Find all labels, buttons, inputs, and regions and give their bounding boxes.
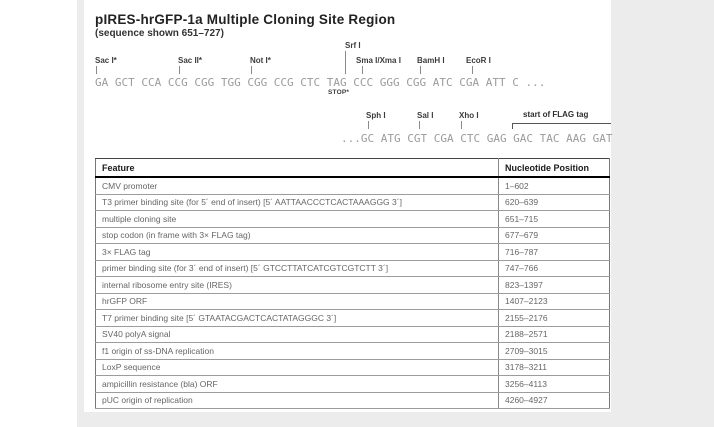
site-tick-bamh1 — [420, 66, 421, 74]
feature-table: Feature Nucleotide Position CMV promoter… — [95, 158, 610, 409]
position-cell: 2709–3015 — [498, 342, 610, 360]
position-cell: 1–602 — [498, 177, 610, 195]
feature-cell: LoxP sequence — [95, 359, 499, 376]
site-tick-sac1 — [96, 66, 97, 74]
table-row: LoxP sequence 3178–3211 — [95, 359, 610, 376]
site-tick-sph1 — [368, 121, 369, 129]
feature-cell: T3 primer binding site (for 5´ end of in… — [95, 194, 499, 211]
restriction-site-label-ecor1: EcoR I — [466, 56, 491, 65]
document-page: pIRES-hrGFP-1a Multiple Cloning Site Reg… — [84, 0, 613, 412]
restriction-site-label-sac2: Sac II* — [178, 56, 203, 65]
table-row: stop codon (in frame with 3× FLAG tag) 67… — [95, 227, 610, 244]
site-tick-sal1 — [419, 121, 420, 129]
sequence-line-1: GA GCT CCA CCG CGG TGG CGG CCG CTC TAG C… — [95, 76, 546, 89]
feature-cell: primer binding site (for 3´ end of inser… — [95, 260, 499, 277]
position-cell: 2155–2176 — [498, 309, 610, 327]
position-cell: 716–787 — [498, 243, 610, 261]
position-column-header: Nucleotide Position — [498, 158, 610, 178]
feature-cell: f1 origin of ss-DNA replication — [95, 342, 499, 360]
feature-cell: SV40 polyA signal — [95, 326, 499, 343]
flag-tag-bracket — [512, 123, 611, 129]
feature-cell: 3× FLAG tag — [95, 243, 499, 261]
table-row: T7 primer binding site [5´ GTAATACGACTCA… — [95, 309, 610, 327]
feature-cell: CMV promoter — [95, 177, 499, 195]
table-row: T3 primer binding site (for 5´ end of in… — [95, 194, 610, 211]
flag-tag-label: start of FLAG tag — [523, 110, 589, 119]
table-row: ampicillin resistance (bla) ORF 3256–4113 — [95, 375, 610, 393]
restriction-site-label-xho1: Xho I — [459, 111, 479, 120]
feature-cell: T7 primer binding site [5´ GTAATACGACTCA… — [95, 309, 499, 327]
site-tick-ecor1 — [472, 66, 473, 74]
position-cell: 4260–4927 — [498, 392, 610, 409]
feature-cell: pUC origin of replication — [95, 392, 499, 409]
restriction-site-label-not1: Not I* — [250, 56, 271, 65]
page-title: pIRES-hrGFP-1a Multiple Cloning Site Reg… — [95, 12, 396, 27]
position-cell: 651–715 — [498, 210, 610, 228]
table-row: hrGFP ORF 1407–2123 — [95, 293, 610, 310]
position-cell: 3178–3211 — [498, 359, 610, 376]
table-row: CMV promoter 1–602 — [95, 177, 610, 195]
position-cell: 620–639 — [498, 194, 610, 211]
page-subtitle: (sequence shown 651–727) — [95, 28, 224, 39]
table-body: CMV promoter 1–602 T3 primer binding site … — [95, 177, 610, 409]
restriction-site-label-sal1: Sal I — [417, 111, 434, 120]
feature-cell: internal ribosome entry site (IRES) — [95, 276, 499, 294]
position-cell: 823–1397 — [498, 276, 610, 294]
site-tick-not1 — [251, 66, 252, 74]
table-row: SV40 polyA signal 2188–2571 — [95, 326, 610, 343]
stop-codon-label: STOP* — [328, 89, 350, 96]
restriction-site-label-srf1: Srf I — [345, 41, 361, 50]
site-tick-xho1 — [461, 121, 462, 129]
feature-column-header: Feature — [95, 158, 499, 178]
site-tick-sac2 — [179, 66, 180, 74]
table-header-row: Feature Nucleotide Position — [95, 158, 610, 178]
feature-cell: ampicillin resistance (bla) ORF — [95, 375, 499, 393]
position-cell: 747–766 — [498, 260, 610, 277]
position-cell: 677–679 — [498, 227, 610, 244]
site-tick-sma-xma — [362, 66, 363, 74]
table-row: primer binding site (for 3´ end of inser… — [95, 260, 610, 277]
table-row: multiple cloning site 651–715 — [95, 210, 610, 228]
restriction-site-label-sph1: Sph I — [366, 111, 386, 120]
restriction-site-label-sac1: Sac I* — [95, 56, 117, 65]
table-row: internal ribosome entry site (IRES) 823–1… — [95, 276, 610, 294]
table-row: f1 origin of ss-DNA replication 2709–3015 — [95, 342, 610, 360]
position-cell: 1407–2123 — [498, 293, 610, 310]
feature-cell: hrGFP ORF — [95, 293, 499, 310]
site-tick-srf1 — [345, 51, 346, 74]
position-cell: 2188–2571 — [498, 326, 610, 343]
restriction-site-label-sma-xma: Sma I/Xma I — [356, 56, 401, 65]
position-cell: 3256–4113 — [498, 375, 610, 393]
feature-cell: stop codon (in frame with 3× FLAG tag) — [95, 227, 499, 244]
restriction-site-label-bamh1: BamH I — [417, 56, 445, 65]
feature-cell: multiple cloning site — [95, 210, 499, 228]
sequence-line-2: ...GC ATG CGT CGA CTC GAG GAC TAC AAG GA… — [341, 132, 613, 145]
table-row: pUC origin of replication 4260–4927 — [95, 392, 610, 409]
table-row: 3× FLAG tag 716–787 — [95, 243, 610, 261]
